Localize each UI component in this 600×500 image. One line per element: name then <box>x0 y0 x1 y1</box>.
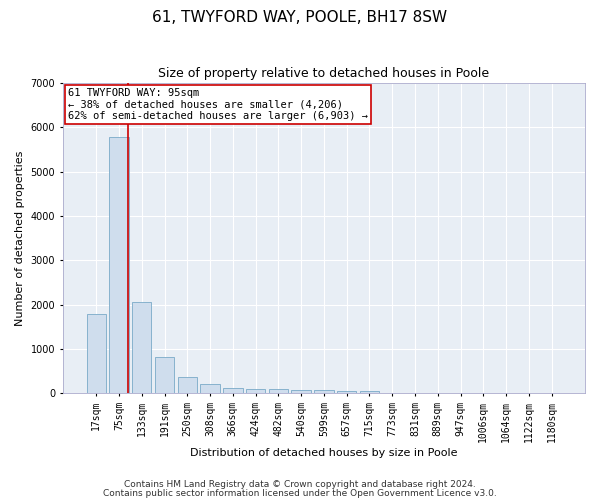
Text: 61, TWYFORD WAY, POOLE, BH17 8SW: 61, TWYFORD WAY, POOLE, BH17 8SW <box>152 10 448 25</box>
Bar <box>269 389 288 393</box>
Bar <box>155 358 174 393</box>
Title: Size of property relative to detached houses in Poole: Size of property relative to detached ho… <box>158 68 490 80</box>
Text: Contains public sector information licensed under the Open Government Licence v3: Contains public sector information licen… <box>103 489 497 498</box>
Bar <box>314 390 334 393</box>
Bar <box>132 302 151 393</box>
Bar <box>109 137 128 393</box>
Y-axis label: Number of detached properties: Number of detached properties <box>15 150 25 326</box>
Bar <box>246 389 265 393</box>
Bar <box>360 392 379 393</box>
X-axis label: Distribution of detached houses by size in Poole: Distribution of detached houses by size … <box>190 448 458 458</box>
Bar <box>292 390 311 393</box>
Bar <box>178 377 197 393</box>
Text: 61 TWYFORD WAY: 95sqm
← 38% of detached houses are smaller (4,206)
62% of semi-d: 61 TWYFORD WAY: 95sqm ← 38% of detached … <box>68 88 368 121</box>
Bar <box>86 314 106 393</box>
Bar <box>337 391 356 393</box>
Bar <box>223 388 242 393</box>
Bar <box>200 384 220 393</box>
Text: Contains HM Land Registry data © Crown copyright and database right 2024.: Contains HM Land Registry data © Crown c… <box>124 480 476 489</box>
